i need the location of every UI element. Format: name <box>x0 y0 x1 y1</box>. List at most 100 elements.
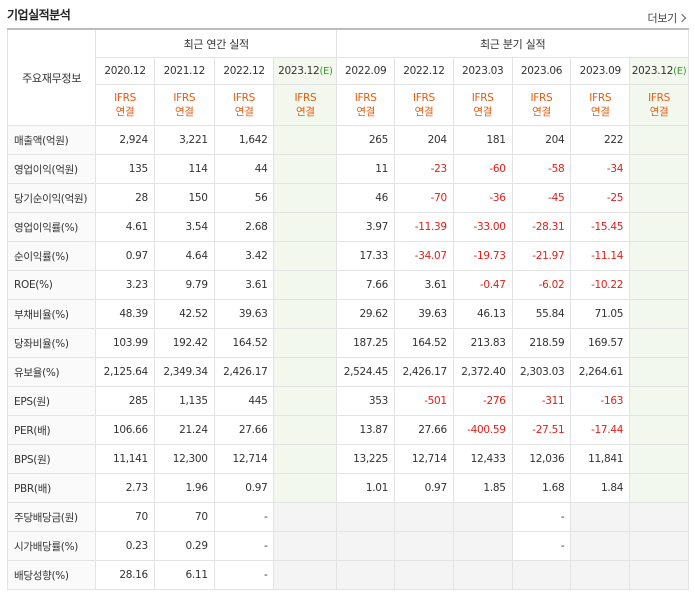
table-cell: 4.61 <box>95 212 155 242</box>
ifrs-label: IFRS 연결 <box>452 84 513 126</box>
ifrs-line1: IFRS <box>173 92 196 104</box>
table-cell: 2,924 <box>95 125 155 155</box>
table-cell: -21.97 <box>511 241 572 271</box>
table-cell: -501 <box>394 386 454 416</box>
table-row: 주당배당금(원) 70 70- - <box>6 502 689 532</box>
table-cell: 1.96 <box>153 473 215 503</box>
table-cell: 0.97 <box>213 473 275 503</box>
ifrs-line2: 연결 <box>590 106 610 118</box>
table-cell: -28.31 <box>511 212 572 242</box>
table-cell: 285 <box>95 386 155 416</box>
table-cell <box>511 560 572 590</box>
table-cell <box>629 357 689 387</box>
table-cell: -60 <box>452 154 513 184</box>
period-text: 2023.12 <box>631 65 674 77</box>
ifrs-line1: IFRS <box>114 92 136 104</box>
table-cell <box>629 386 689 416</box>
table-cell <box>629 270 689 300</box>
table-cell <box>273 328 338 358</box>
table-cell: 114 <box>153 154 215 184</box>
table-cell <box>273 444 338 474</box>
table-cell: -0.47 <box>452 270 513 300</box>
table-cell: 3.97 <box>336 212 396 242</box>
table-cell: 44 <box>213 154 275 184</box>
table-cell <box>273 183 338 213</box>
table-cell: 3.23 <box>95 270 155 300</box>
table-cell: -19.73 <box>452 241 513 271</box>
table-cell <box>452 502 513 532</box>
ifrs-label: IFRS 연결 <box>153 84 215 126</box>
table-cell: 46 <box>336 183 396 213</box>
table-row: 배당성향(%) 28.16 6.11- <box>6 560 689 590</box>
table-cell: 0.23 <box>95 531 155 561</box>
table-cell: -11.39 <box>394 212 454 242</box>
table-cell <box>336 531 396 561</box>
table-cell: 1.85 <box>452 473 513 503</box>
table-cell: -70 <box>394 183 454 213</box>
table-cell <box>273 560 338 590</box>
table-cell <box>273 386 338 416</box>
table-cell <box>629 183 689 213</box>
table-cell: 218.59 <box>511 328 572 358</box>
table-cell <box>273 415 338 445</box>
table-cell: 204 <box>511 125 572 155</box>
table-cell: 2.73 <box>95 473 155 503</box>
table-cell <box>629 299 689 329</box>
table-cell: 213.83 <box>452 328 513 358</box>
table-cell: - <box>213 502 275 532</box>
table-cell: 1.68 <box>511 473 572 503</box>
table-row: 당좌비율(%) 103.99 192.42 164.52 187.25 164.52 213… <box>6 328 689 358</box>
estimate-marker: (E) <box>319 66 333 77</box>
table-cell <box>273 299 338 329</box>
table-cell: 0.29 <box>153 531 215 561</box>
table-cell: -6.02 <box>511 270 572 300</box>
table-cell: 2,303.03 <box>511 357 572 387</box>
row-label: 영업이익률(%) <box>6 212 97 242</box>
table-cell: - <box>511 502 572 532</box>
table-cell: -27.51 <box>511 415 572 445</box>
table-cell: 2,372.40 <box>452 357 513 387</box>
table-row: ROE(%) 3.23 9.79 3.61 7.66 3.61 -0.47 -6.02 -10.… <box>6 270 689 300</box>
ifrs-line2: 연결 <box>473 106 493 118</box>
table-cell: 2,426.17 <box>213 357 275 387</box>
table-cell: 103.99 <box>95 328 155 358</box>
table-cell: 222 <box>570 125 631 155</box>
ifrs-line1: IFRS <box>589 92 612 104</box>
table-cell: 28 <box>95 183 155 213</box>
table-cell: -36 <box>452 183 513 213</box>
row-label: PBR(배) <box>6 473 97 503</box>
table-cell: 7.66 <box>336 270 396 300</box>
ifrs-line1: IFRS <box>233 92 256 104</box>
ifrs-label: IFRS 연결 <box>336 84 396 126</box>
more-link-label: 더보기 <box>647 12 678 25</box>
table-cell: -34 <box>570 154 631 184</box>
table-cell <box>629 154 689 184</box>
table-cell <box>273 502 338 532</box>
table-cell <box>452 531 513 561</box>
annual-group-header: 최근 연간 실적 <box>95 28 338 58</box>
table-row: 영업이익률(%) 4.61 3.54 2.68 3.97 -11.39 -33.00 -28.… <box>6 212 689 242</box>
table-row: 부채비율(%) 48.39 42.52 39.63 29.62 39.63 46.13 55.… <box>6 299 689 329</box>
table-cell: 29.62 <box>336 299 396 329</box>
table-cell <box>629 241 689 271</box>
row-label: 시가배당률(%) <box>6 531 97 561</box>
period-header: 2021.12 <box>153 57 215 85</box>
table-cell: 169.57 <box>570 328 631 358</box>
more-link[interactable]: 더보기 <box>647 10 687 26</box>
table-cell: 2,524.45 <box>336 357 396 387</box>
table-cell: 445 <box>213 386 275 416</box>
table-cell <box>273 357 338 387</box>
table-cell: 71.05 <box>570 299 631 329</box>
table-cell: 28.16 <box>95 560 155 590</box>
table-cell: -25 <box>570 183 631 213</box>
table-cell: 4.64 <box>153 241 215 271</box>
table-cell <box>273 473 338 503</box>
table-cell: 70 <box>95 502 155 532</box>
row-label: 영업이익(억원) <box>6 154 97 184</box>
table-cell: 12,433 <box>452 444 513 474</box>
table-cell <box>629 212 689 242</box>
table-cell: 2,264.61 <box>570 357 631 387</box>
ifrs-line2: 연결 <box>234 106 254 118</box>
section-title: 기업실적분석 <box>7 8 71 22</box>
table-cell <box>629 415 689 445</box>
